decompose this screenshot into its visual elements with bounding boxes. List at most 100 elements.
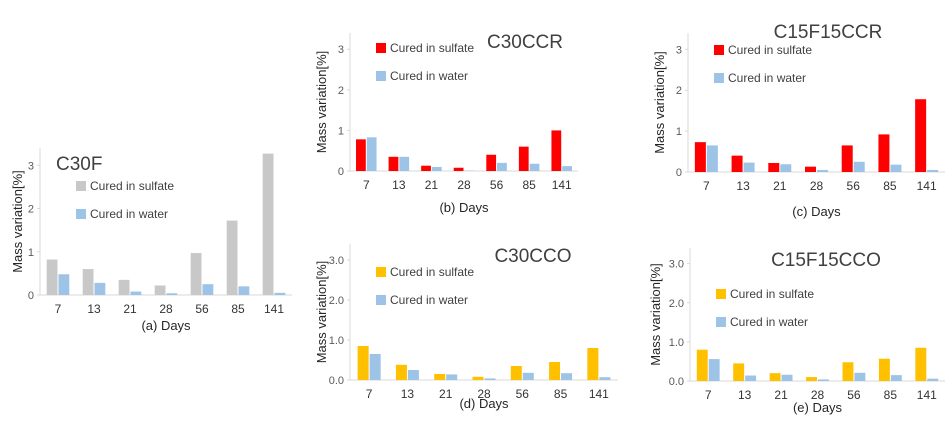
bar-water bbox=[399, 156, 410, 171]
x-tick-label: 21 bbox=[425, 178, 439, 192]
x-tick-label: 56 bbox=[516, 387, 530, 401]
x-tick-label: 28 bbox=[159, 302, 173, 316]
x-tick-label: 141 bbox=[917, 179, 937, 193]
bar-water bbox=[274, 292, 286, 295]
x-tick-label: 7 bbox=[366, 387, 373, 401]
chart-panel-4: 0.0 1.0 2.0 3.0 7 13 21 28 56 85 141 Mass variation… bbox=[314, 244, 618, 411]
x-tick-label: 56 bbox=[195, 302, 209, 316]
x-tick-label: 85 bbox=[231, 302, 245, 316]
bar-sulfate bbox=[841, 145, 853, 172]
bar-water bbox=[369, 354, 381, 380]
bar-water bbox=[238, 286, 250, 295]
bar-water bbox=[853, 161, 865, 172]
bar-sulfate bbox=[769, 373, 781, 381]
bar-water bbox=[780, 164, 792, 172]
x-tick-label: 21 bbox=[773, 179, 787, 193]
x-tick-label: 13 bbox=[87, 302, 101, 316]
legend-label: Cured in sulfate bbox=[90, 179, 174, 193]
bar-water bbox=[706, 145, 718, 172]
y-tick-label: 3 bbox=[338, 44, 344, 56]
bar-sulfate bbox=[842, 362, 854, 381]
legend-swatch bbox=[376, 295, 386, 305]
y-tick-label: 1.0 bbox=[669, 337, 684, 349]
bar-sulfate bbox=[262, 153, 274, 295]
y-axis-label: Mass variation[%] bbox=[314, 51, 329, 154]
y-tick-label: 2.0 bbox=[329, 295, 344, 307]
bar-water bbox=[446, 374, 458, 380]
bar-water bbox=[58, 274, 70, 295]
bar-sulfate bbox=[82, 269, 94, 295]
bar-water bbox=[927, 169, 939, 172]
bar-sulfate bbox=[226, 220, 238, 295]
bar-water bbox=[599, 377, 611, 380]
legend-label: Cured in water bbox=[390, 293, 468, 307]
bar-sulfate bbox=[472, 376, 484, 380]
x-axis-label: (d) Days bbox=[459, 396, 509, 411]
bar-sulfate bbox=[395, 364, 407, 380]
bar-sulfate bbox=[806, 377, 817, 381]
y-tick-label: 0.0 bbox=[329, 375, 344, 387]
bar-sulfate bbox=[549, 362, 561, 380]
x-tick-label: 85 bbox=[554, 387, 568, 401]
bar-water bbox=[407, 370, 419, 380]
x-tick-label: 13 bbox=[736, 179, 750, 193]
bar-sulfate bbox=[768, 163, 780, 172]
bar-water bbox=[817, 169, 828, 172]
x-tick-label: 21 bbox=[439, 387, 453, 401]
y-tick-label: 3 bbox=[676, 44, 682, 56]
x-tick-label: 28 bbox=[477, 387, 491, 401]
legend-label: Cured in water bbox=[728, 71, 806, 85]
bar-sulfate bbox=[587, 348, 599, 380]
x-tick-label: 85 bbox=[884, 388, 898, 402]
bar-sulfate bbox=[510, 366, 522, 380]
bar-sulfate bbox=[357, 346, 369, 380]
bar-water bbox=[166, 293, 178, 295]
bar-water bbox=[562, 166, 572, 171]
bar-sulfate bbox=[154, 285, 166, 295]
y-tick-label: 2 bbox=[676, 85, 682, 97]
x-tick-label: 13 bbox=[392, 178, 406, 192]
x-axis-label: (c) Days bbox=[792, 204, 841, 219]
bar-water bbox=[854, 372, 866, 381]
bar-water bbox=[890, 164, 902, 172]
bar-sulfate bbox=[434, 374, 446, 380]
bar-sulfate bbox=[731, 155, 743, 172]
bar-water bbox=[745, 375, 757, 381]
bar-water bbox=[431, 166, 442, 171]
x-tick-label: 141 bbox=[264, 302, 284, 316]
x-tick-label: 7 bbox=[703, 179, 710, 193]
legend-label: Cured in water bbox=[90, 207, 168, 221]
y-tick-label: 1.0 bbox=[329, 335, 344, 347]
bar-water bbox=[522, 372, 534, 380]
x-tick-label: 85 bbox=[522, 178, 536, 192]
bar-water bbox=[529, 163, 540, 171]
bar-sulfate bbox=[878, 134, 890, 172]
panel-title: C30CCO bbox=[494, 246, 571, 267]
x-tick-label: 21 bbox=[774, 388, 788, 402]
chart-panel-1: 0 1 2 3 7 13 21 28 56 85 141 Mass variation[%] (a) D… bbox=[10, 148, 292, 333]
legend-swatch bbox=[76, 181, 86, 191]
legend-swatch bbox=[714, 45, 724, 55]
legend-swatch bbox=[716, 289, 726, 299]
x-tick-label: 21 bbox=[123, 302, 137, 316]
x-tick-label: 141 bbox=[917, 388, 937, 402]
legend-label: Cured in water bbox=[390, 69, 468, 83]
chart-panel-5: 0.0 1.0 2.0 3.0 7 13 21 28 56 85 141 Mass variation… bbox=[648, 248, 945, 415]
chart-panel-3: 0 1 2 3 7 13 21 28 56 85 141 Mass variation[%] (c) D… bbox=[652, 22, 945, 219]
y-axis-label: Mass variation[%] bbox=[648, 263, 663, 366]
y-tick-label: 3.0 bbox=[669, 259, 684, 271]
bar-sulfate bbox=[878, 358, 890, 381]
y-axis-label: Mass variation[%] bbox=[652, 51, 667, 154]
y-tick-label: 0 bbox=[676, 167, 682, 179]
bar-sulfate bbox=[805, 166, 816, 172]
panel-title: C30F bbox=[56, 154, 102, 175]
legend-label: Cured in water bbox=[730, 315, 808, 329]
x-tick-label: 13 bbox=[738, 388, 752, 402]
legend-swatch bbox=[376, 267, 386, 277]
x-axis-label: (e) Days bbox=[793, 400, 843, 415]
panel-title: C30CCR bbox=[487, 32, 563, 53]
bar-sulfate bbox=[551, 130, 562, 171]
bar-sulfate bbox=[421, 165, 431, 171]
y-tick-label: 2 bbox=[338, 85, 344, 97]
bar-sulfate bbox=[46, 259, 58, 295]
